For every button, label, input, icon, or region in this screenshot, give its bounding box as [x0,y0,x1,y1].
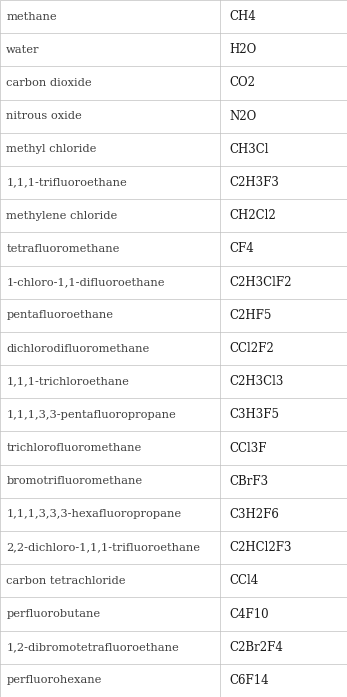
Text: 1,2-dibromotetrafluoroethane: 1,2-dibromotetrafluoroethane [6,642,179,652]
Text: methane: methane [6,12,57,22]
Text: 2,2-dichloro-1,1,1-trifluoroethane: 2,2-dichloro-1,1,1-trifluoroethane [6,543,200,553]
Text: 1,1,1,3,3-pentafluoropropane: 1,1,1,3,3-pentafluoropropane [6,410,176,420]
Text: C2HF5: C2HF5 [229,309,271,322]
Text: water: water [6,45,40,55]
Text: CCl4: CCl4 [229,574,258,588]
Text: C2H3Cl3: C2H3Cl3 [229,375,283,388]
Text: dichlorodifluoromethane: dichlorodifluoromethane [6,344,150,353]
Text: CH3Cl: CH3Cl [229,143,269,156]
Text: methyl chloride: methyl chloride [6,144,96,154]
Text: CCl2F2: CCl2F2 [229,342,274,355]
Text: trichlorofluoromethane: trichlorofluoromethane [6,443,142,453]
Text: 1,1,1-trifluoroethane: 1,1,1-trifluoroethane [6,178,127,187]
Text: methylene chloride: methylene chloride [6,210,118,221]
Text: carbon dioxide: carbon dioxide [6,78,92,88]
Text: C2Br2F4: C2Br2F4 [229,641,283,654]
Text: C3H2F6: C3H2F6 [229,508,279,521]
Text: perfluorobutane: perfluorobutane [6,609,100,619]
Text: CH2Cl2: CH2Cl2 [229,209,276,222]
Text: H2O: H2O [229,43,256,56]
Text: carbon tetrachloride: carbon tetrachloride [6,576,126,586]
Text: C2HCl2F3: C2HCl2F3 [229,541,291,554]
Text: CF4: CF4 [229,243,254,255]
Text: C2H3F3: C2H3F3 [229,176,279,189]
Text: nitrous oxide: nitrous oxide [6,111,82,121]
Text: N2O: N2O [229,109,256,123]
Text: tetrafluoromethane: tetrafluoromethane [6,244,120,254]
Text: pentafluoroethane: pentafluoroethane [6,310,113,321]
Text: CBrF3: CBrF3 [229,475,268,488]
Text: C2H3ClF2: C2H3ClF2 [229,275,291,289]
Text: bromotrifluoromethane: bromotrifluoromethane [6,476,142,487]
Text: CO2: CO2 [229,77,255,89]
Text: 1,1,1,3,3,3-hexafluoropropane: 1,1,1,3,3,3-hexafluoropropane [6,510,181,519]
Text: 1,1,1-trichloroethane: 1,1,1-trichloroethane [6,376,129,387]
Text: C3H3F5: C3H3F5 [229,408,279,422]
Text: 1-chloro-1,1-difluoroethane: 1-chloro-1,1-difluoroethane [6,277,165,287]
Text: C4F10: C4F10 [229,608,269,620]
Text: C6F14: C6F14 [229,674,269,687]
Text: CCl3F: CCl3F [229,442,266,454]
Text: CH4: CH4 [229,10,256,23]
Text: perfluorohexane: perfluorohexane [6,675,102,685]
